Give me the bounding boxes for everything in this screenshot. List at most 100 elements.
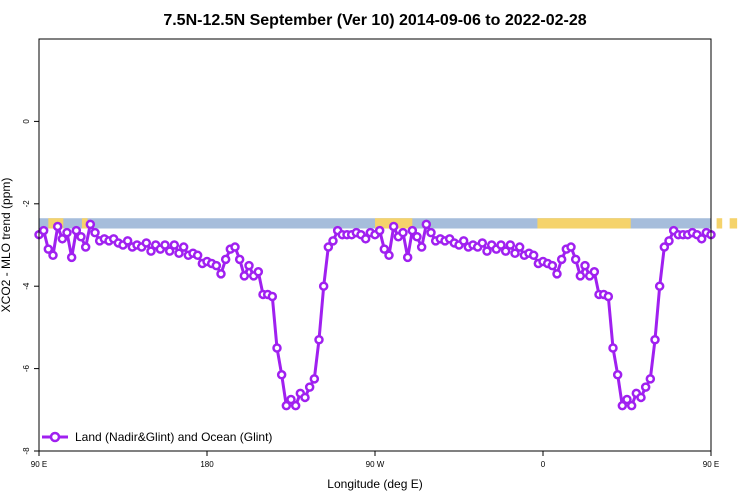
data-point — [696, 234, 707, 244]
chart-title: 7.5N-12.5N September (Ver 10) 2014-09-06… — [163, 12, 586, 29]
data-point — [323, 242, 334, 252]
data-point — [645, 374, 656, 384]
data-point — [421, 219, 432, 230]
data-point — [234, 254, 245, 265]
series-line — [38, 222, 712, 408]
legend-marker-swatch — [49, 431, 61, 443]
y-tick-label: -8 — [22, 447, 31, 455]
y-tick-label: -6 — [22, 364, 31, 372]
data-point — [547, 260, 558, 271]
y-tick-label: 0 — [22, 119, 31, 124]
data-point — [416, 242, 427, 252]
x-axis: 90 E 180 90 W 0 90 E — [31, 451, 719, 469]
data-point — [276, 370, 287, 380]
data-point — [654, 281, 665, 291]
data-point — [556, 254, 567, 265]
data-point — [80, 242, 91, 252]
x-tick-label: 90 E — [703, 460, 719, 469]
data-point — [146, 246, 156, 256]
data-point — [412, 232, 422, 242]
y-tick-label: -4 — [22, 282, 31, 290]
data-point — [272, 343, 282, 353]
data-point — [71, 225, 82, 236]
data-point — [220, 254, 231, 265]
data-point — [360, 234, 371, 244]
x-axis-label: Longitude (deg E) — [327, 477, 422, 491]
data-point — [426, 227, 436, 238]
data-point — [603, 291, 614, 302]
data-point — [267, 291, 278, 302]
data-point — [211, 260, 222, 271]
data-point — [328, 236, 338, 246]
data-point — [664, 236, 674, 246]
data-point — [66, 252, 77, 263]
data-point — [57, 234, 68, 244]
data-point — [48, 250, 58, 261]
data-point — [636, 392, 646, 403]
data-point — [160, 240, 170, 250]
data-point — [384, 250, 394, 261]
data-point — [85, 219, 96, 230]
data-point — [90, 227, 100, 238]
data-point — [608, 343, 618, 353]
plot-area — [34, 218, 738, 411]
data-point — [566, 242, 576, 252]
data-point — [612, 370, 623, 380]
data-point — [500, 246, 511, 256]
data-point — [286, 394, 296, 405]
series-layer — [38, 222, 712, 408]
data-point — [43, 244, 54, 254]
data-point — [62, 227, 72, 238]
data-point — [617, 400, 628, 411]
data-point — [169, 240, 180, 250]
data-point — [622, 394, 632, 405]
data-point — [290, 400, 301, 411]
land-segment — [729, 218, 738, 229]
data-point — [528, 250, 539, 261]
data-point — [626, 400, 637, 411]
data-point — [216, 269, 226, 279]
data-point — [244, 260, 254, 271]
data-point — [407, 225, 418, 236]
data-point — [496, 240, 506, 250]
data-point — [304, 382, 315, 392]
data-point — [76, 232, 86, 242]
data-point — [580, 260, 590, 271]
x-tick-label: 180 — [200, 460, 214, 469]
legend-label: Land (Nadir&Glint) and Ocean (Glint) — [75, 430, 272, 444]
data-point — [164, 246, 175, 256]
land-segment — [537, 218, 631, 229]
data-point — [505, 240, 516, 250]
data-point — [230, 242, 240, 252]
data-point — [122, 236, 133, 246]
x-tick-label: 90 W — [366, 460, 385, 469]
data-point — [589, 267, 600, 277]
data-point — [253, 267, 264, 277]
data-point — [514, 242, 525, 252]
land-segment — [81, 218, 88, 229]
land-segment — [716, 218, 723, 229]
data-point — [174, 248, 184, 258]
data-point — [38, 225, 49, 236]
data-point — [318, 281, 329, 291]
data-point — [575, 271, 586, 281]
marker-layer — [34, 219, 716, 411]
data-point — [402, 252, 413, 263]
legend: Land (Nadir&Glint) and Ocean (Glint) — [42, 430, 272, 444]
data-point — [659, 242, 670, 252]
data-point — [52, 221, 63, 232]
data-point — [239, 271, 250, 281]
data-point — [374, 225, 385, 236]
y-axis: 0 -2 -4 -6 -8 — [22, 119, 39, 455]
data-point — [482, 246, 492, 256]
data-point — [640, 382, 651, 392]
data-point — [178, 242, 189, 252]
data-point — [281, 400, 292, 411]
data-point — [570, 254, 581, 265]
data-point — [388, 221, 399, 232]
data-point — [398, 227, 408, 238]
data-point — [309, 374, 320, 384]
data-point — [314, 335, 324, 345]
data-point — [650, 335, 660, 345]
data-point — [510, 248, 520, 258]
